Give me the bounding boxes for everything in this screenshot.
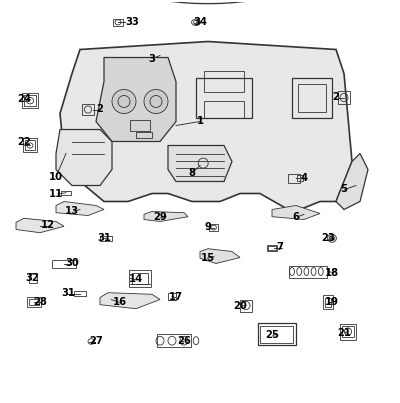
- Bar: [113, 19, 123, 26]
- Bar: [292, 77, 332, 118]
- Bar: [298, 83, 326, 112]
- Polygon shape: [16, 218, 64, 233]
- Text: 17: 17: [169, 293, 183, 303]
- Polygon shape: [272, 206, 320, 220]
- Bar: [29, 273, 37, 283]
- Text: 9: 9: [204, 222, 212, 233]
- Bar: [289, 266, 327, 278]
- Bar: [74, 291, 86, 296]
- Bar: [338, 91, 350, 104]
- Bar: [325, 298, 331, 307]
- Bar: [258, 323, 296, 345]
- Text: 30: 30: [65, 258, 79, 268]
- Ellipse shape: [144, 89, 168, 114]
- Polygon shape: [56, 202, 104, 216]
- Text: 20: 20: [233, 301, 247, 311]
- Text: 19: 19: [325, 297, 339, 307]
- Bar: [323, 295, 333, 309]
- Text: 6: 6: [292, 212, 300, 222]
- Bar: [24, 95, 36, 106]
- Bar: [130, 120, 150, 131]
- Text: 5: 5: [340, 185, 348, 195]
- Bar: [168, 293, 176, 300]
- Text: 23: 23: [321, 233, 335, 243]
- Text: 24: 24: [17, 94, 31, 104]
- Polygon shape: [168, 145, 232, 181]
- Ellipse shape: [112, 89, 136, 114]
- Text: 25: 25: [265, 330, 279, 341]
- Text: 2: 2: [332, 93, 340, 102]
- Text: 22: 22: [17, 137, 31, 147]
- Text: 2: 2: [96, 104, 104, 114]
- Text: 29: 29: [153, 212, 167, 222]
- Bar: [196, 77, 252, 118]
- Text: 18: 18: [325, 268, 339, 278]
- Bar: [297, 175, 303, 181]
- Text: 11: 11: [49, 189, 63, 199]
- Text: 12: 12: [41, 220, 55, 231]
- Text: 1: 1: [196, 116, 204, 127]
- Bar: [209, 224, 218, 231]
- Bar: [82, 104, 94, 115]
- Text: 21: 21: [337, 328, 351, 338]
- Text: 27: 27: [89, 337, 103, 347]
- Bar: [288, 174, 300, 183]
- Text: 26: 26: [177, 336, 191, 346]
- Bar: [132, 273, 148, 284]
- Text: 8: 8: [188, 168, 196, 178]
- Bar: [342, 326, 354, 337]
- Bar: [61, 191, 71, 195]
- Text: 7: 7: [276, 243, 284, 253]
- Bar: [260, 326, 293, 343]
- Text: 13: 13: [65, 206, 79, 216]
- Bar: [340, 324, 356, 339]
- Bar: [23, 139, 37, 152]
- Polygon shape: [100, 293, 160, 309]
- Bar: [240, 299, 252, 312]
- Polygon shape: [70, 0, 346, 4]
- Bar: [29, 299, 39, 305]
- Polygon shape: [60, 42, 352, 210]
- Bar: [204, 71, 244, 91]
- Text: 28: 28: [33, 297, 47, 307]
- Polygon shape: [96, 58, 176, 141]
- Ellipse shape: [328, 234, 336, 242]
- Polygon shape: [200, 249, 240, 264]
- Text: 34: 34: [193, 17, 207, 27]
- Bar: [25, 141, 35, 150]
- Bar: [136, 133, 152, 139]
- Text: 31: 31: [97, 233, 111, 243]
- Bar: [22, 93, 38, 108]
- Bar: [129, 270, 151, 287]
- Text: 3: 3: [148, 54, 156, 64]
- Bar: [268, 245, 276, 249]
- Polygon shape: [144, 212, 188, 222]
- Bar: [204, 102, 244, 118]
- Text: 33: 33: [125, 17, 139, 27]
- Polygon shape: [56, 129, 112, 185]
- Text: 4: 4: [300, 173, 308, 183]
- Bar: [267, 245, 277, 251]
- Bar: [100, 236, 112, 241]
- Text: 10: 10: [49, 172, 63, 182]
- Text: 15: 15: [201, 253, 215, 263]
- Text: 16: 16: [113, 297, 127, 307]
- Bar: [52, 260, 76, 268]
- Text: 32: 32: [25, 273, 39, 283]
- Bar: [157, 334, 191, 347]
- Bar: [27, 297, 41, 307]
- Text: 14: 14: [129, 274, 143, 285]
- Polygon shape: [336, 154, 368, 210]
- Text: 31: 31: [61, 289, 75, 299]
